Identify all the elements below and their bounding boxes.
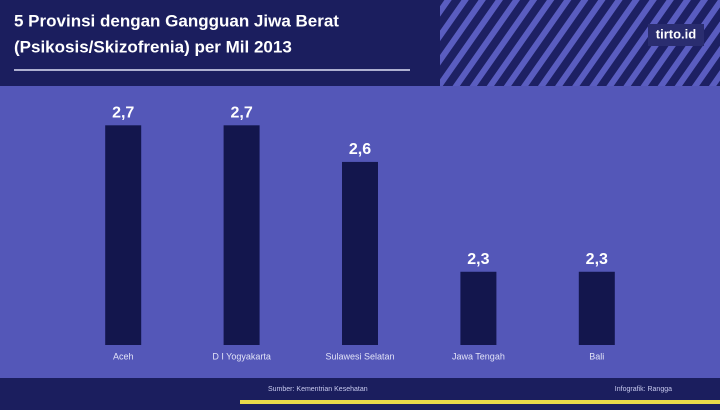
value-label: 2,3: [586, 251, 608, 268]
chart-title: (Psikosis/Skizofrenia) per Mil 2013: [14, 37, 292, 56]
value-label: 2,3: [467, 251, 489, 268]
x-tick-label: Sulawesi Selatan: [325, 351, 394, 361]
bar: [105, 125, 142, 345]
value-label: 2,7: [230, 105, 252, 122]
x-tick-label: Aceh: [113, 351, 134, 361]
logo-box: [648, 24, 704, 46]
value-label: 2,6: [349, 141, 371, 158]
logo: tirto.id: [656, 26, 696, 41]
value-label: 2,7: [112, 105, 134, 122]
bar: [342, 161, 378, 345]
bar: [223, 125, 260, 345]
x-tick-label: Jawa Tengah: [452, 351, 505, 361]
credit: Infografik: Rangga: [615, 386, 672, 393]
bar: [460, 271, 497, 345]
source: Sumber: Kementrian Kesehatan: [268, 386, 368, 393]
bar: [578, 271, 615, 345]
x-tick-label: D I Yogyakarta: [212, 351, 271, 361]
header: [0, 0, 440, 86]
chart-title: 5 Provinsi dengan Gangguan Jiwa Berat: [14, 11, 339, 30]
x-tick-label: Bali: [589, 351, 604, 361]
footer: [0, 378, 720, 410]
footer-accent: [240, 400, 720, 404]
